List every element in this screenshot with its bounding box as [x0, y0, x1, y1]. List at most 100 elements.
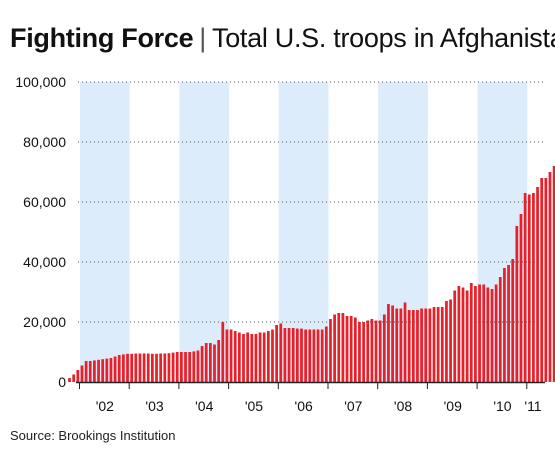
bar-99 — [478, 284, 481, 382]
bar-90 — [440, 307, 444, 382]
bar-3 — [80, 365, 84, 382]
y-tick-label-3: 60,000 — [23, 194, 66, 210]
bar-55 — [295, 328, 299, 382]
bar-101 — [486, 287, 490, 382]
bar-71 — [362, 322, 365, 382]
x-tick-label-4: '06 — [295, 398, 313, 414]
bar-66 — [341, 313, 345, 382]
bar-115 — [544, 178, 548, 382]
x-tick-label-6: '08 — [394, 398, 412, 414]
bar-63 — [329, 319, 332, 382]
x-tick-label-9: '11 — [524, 398, 541, 414]
bar-56 — [300, 328, 303, 382]
year-band-2008 — [378, 82, 428, 382]
bar-27 — [180, 352, 183, 382]
bar-107 — [511, 259, 515, 382]
bar-15 — [130, 353, 134, 382]
bar-43 — [246, 332, 250, 382]
bar-68 — [349, 316, 353, 382]
bar-100 — [482, 284, 486, 382]
x-tick-label-8: '10 — [493, 398, 511, 414]
chart-title: Fighting Force | Total U.S. troops in Afgh… — [10, 22, 555, 54]
bar-9 — [105, 358, 109, 382]
bar-49 — [271, 329, 274, 382]
year-band-2010 — [477, 82, 528, 382]
bar-112 — [532, 193, 535, 382]
bar-111 — [527, 194, 531, 382]
bar-70 — [358, 322, 361, 382]
title-main: Fighting Force — [10, 23, 194, 53]
x-tick-label-2: '04 — [195, 398, 213, 414]
bar-7 — [97, 359, 100, 382]
bar-105 — [503, 268, 506, 382]
bar-92 — [449, 299, 452, 382]
bar-93 — [453, 290, 457, 382]
bar-28 — [184, 352, 187, 382]
bar-39 — [229, 329, 233, 382]
bar-20 — [151, 353, 154, 382]
bar-2 — [76, 370, 80, 382]
bar-108 — [515, 226, 519, 382]
bar-74 — [374, 320, 378, 382]
year-band-2004 — [179, 82, 230, 382]
bar-57 — [304, 329, 307, 382]
bar-52 — [283, 328, 287, 382]
bar-102 — [490, 289, 494, 382]
bar-44 — [250, 334, 254, 382]
bar-31 — [196, 350, 200, 382]
bar-8 — [101, 359, 105, 382]
bar-67 — [345, 316, 349, 382]
bar-116 — [548, 172, 552, 382]
source-note: Source: Brookings Institution — [10, 428, 176, 443]
bar-11 — [113, 356, 117, 382]
bar-83 — [411, 310, 415, 382]
year-band-2006 — [278, 82, 329, 382]
bar-103 — [494, 284, 498, 382]
y-tick-label-2: 40,000 — [23, 254, 66, 270]
bar-17 — [138, 353, 142, 382]
bar-106 — [507, 265, 510, 382]
x-tick-label-7: '09 — [444, 398, 462, 414]
bar-12 — [117, 355, 121, 382]
bar-77 — [387, 304, 390, 382]
bar-98 — [474, 286, 477, 382]
bar-30 — [192, 351, 196, 382]
bar-29 — [188, 352, 192, 382]
year-band-2002 — [80, 82, 130, 382]
bar-33 — [204, 343, 208, 382]
bar-87 — [428, 308, 432, 382]
y-tick-label-0: 0 — [58, 374, 66, 390]
bar-84 — [416, 310, 419, 382]
bar-13 — [122, 354, 125, 382]
bar-1 — [72, 374, 76, 382]
bar-104 — [498, 277, 502, 382]
bar-47 — [262, 332, 266, 382]
bar-54 — [291, 328, 295, 382]
bar-65 — [337, 313, 341, 382]
bar-91 — [445, 301, 448, 382]
bar-80 — [399, 308, 403, 382]
bar-48 — [266, 331, 270, 382]
bar-58 — [308, 329, 312, 382]
bar-75 — [378, 320, 382, 382]
bar-10 — [109, 358, 113, 382]
bar-69 — [353, 317, 357, 382]
bar-86 — [424, 308, 428, 382]
bar-64 — [333, 314, 336, 382]
bar-113 — [536, 187, 539, 382]
bar-36 — [217, 340, 221, 382]
bar-18 — [142, 353, 146, 382]
bar-76 — [382, 314, 386, 382]
bar-35 — [213, 344, 216, 382]
x-tick-label-1: '03 — [145, 398, 163, 414]
bar-82 — [407, 310, 411, 382]
bar-59 — [312, 329, 316, 382]
bar-60 — [316, 329, 320, 382]
bar-94 — [457, 286, 461, 382]
bar-19 — [146, 353, 150, 382]
y-tick-label-1: 20,000 — [23, 314, 66, 330]
x-tick-label-5: '07 — [344, 398, 362, 414]
bar-79 — [395, 308, 399, 382]
y-tick-label-4: 80,000 — [23, 134, 66, 150]
